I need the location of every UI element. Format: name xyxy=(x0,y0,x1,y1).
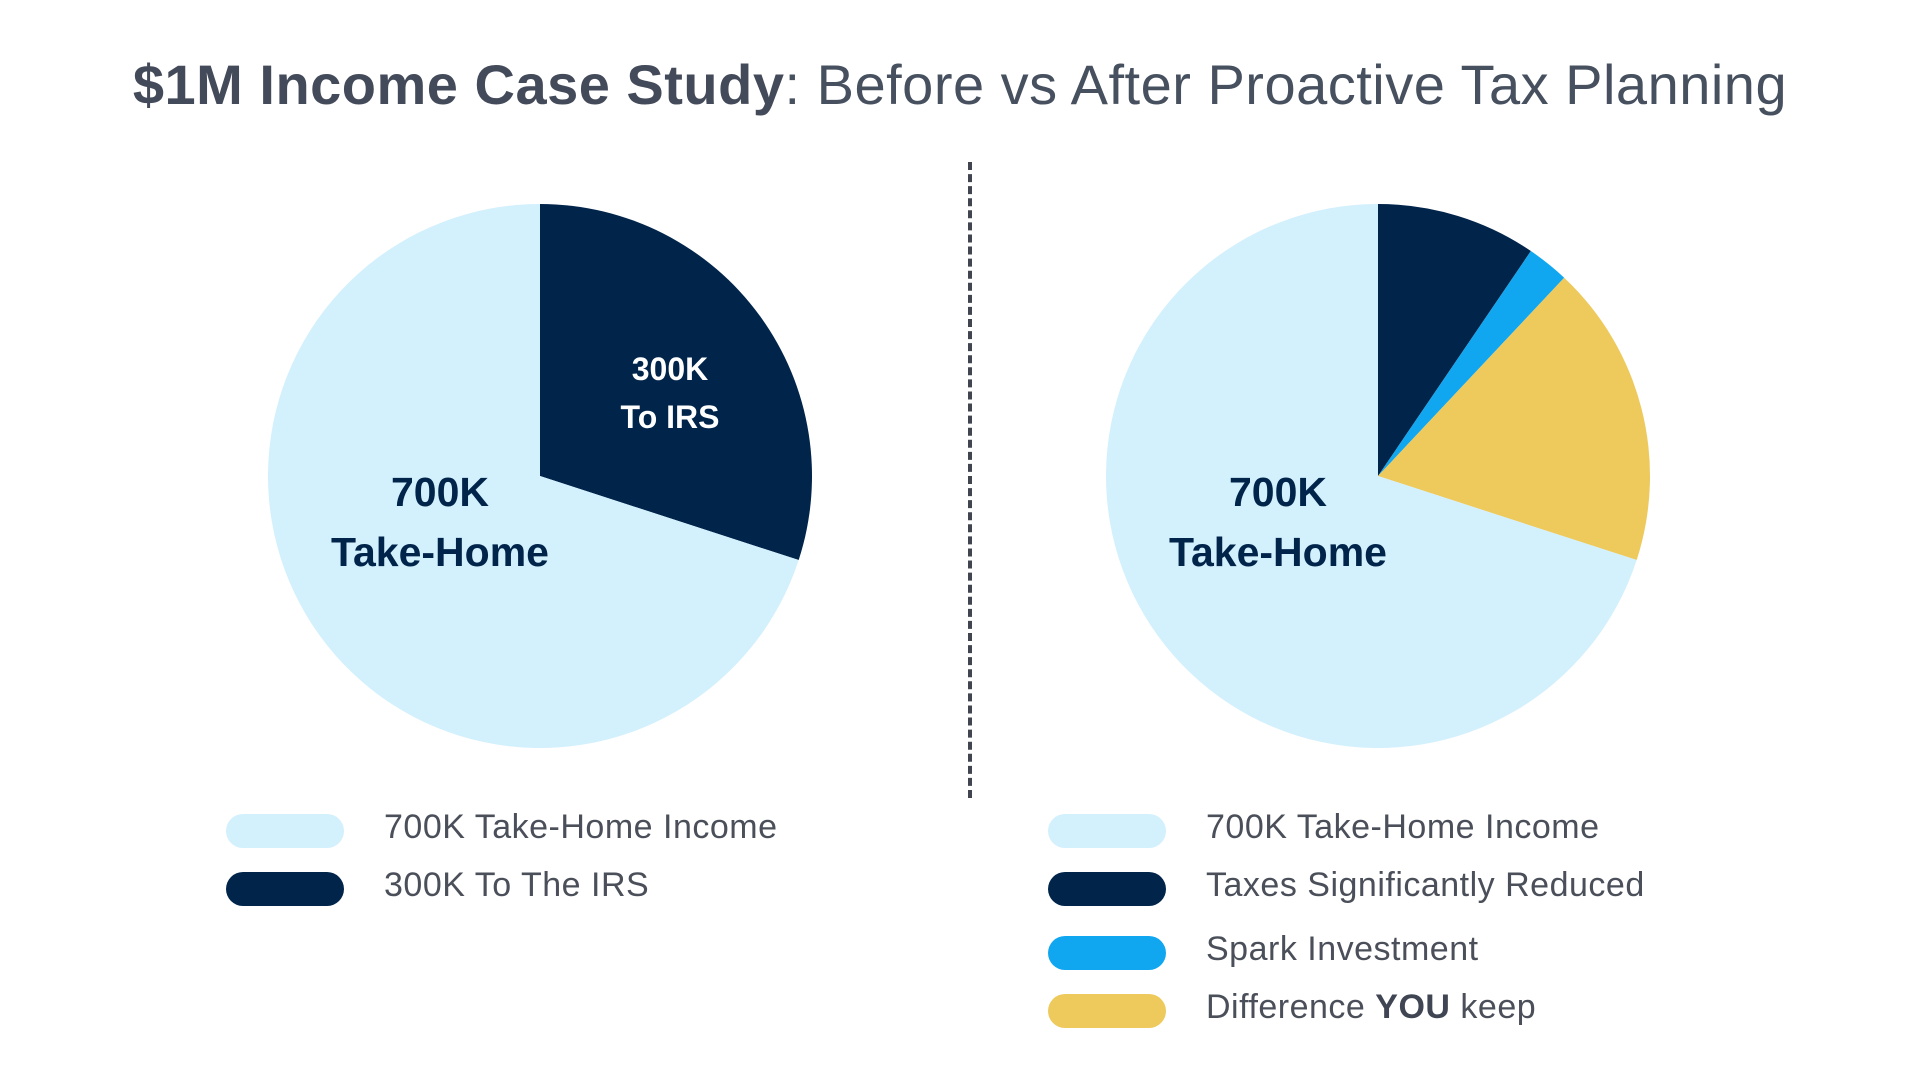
chart-title: $1M Income Case Study: Before vs After P… xyxy=(0,52,1920,117)
title-bold: $1M Income Case Study xyxy=(132,53,785,116)
legend-label-emphasis: YOU xyxy=(1375,988,1451,1026)
pie-chart-after: 700K Take-Home xyxy=(1106,204,1650,749)
pie-slice xyxy=(1378,251,1565,476)
slice-label: 700K xyxy=(391,469,489,515)
pie-slice xyxy=(268,204,799,749)
pie-slice xyxy=(1378,204,1531,476)
pie-chart-before: 300K To IRS 700K Take-Home xyxy=(268,204,812,749)
legend-label: Spark Investment xyxy=(1206,930,1479,968)
legend-swatch xyxy=(226,814,344,848)
slice-label: Take-Home xyxy=(1169,529,1387,575)
legend-label: Difference YOU keep xyxy=(1206,988,1536,1027)
legend-label-part: Difference xyxy=(1206,988,1376,1026)
legend-swatch xyxy=(226,872,344,906)
title-rest: : Before vs After Proactive Tax Planning xyxy=(784,53,1788,116)
slice-label: Take-Home xyxy=(331,529,549,575)
legend-label-part: keep xyxy=(1450,988,1537,1026)
slice-label: 700K xyxy=(1229,469,1327,515)
dashed-divider xyxy=(968,162,972,798)
slice-label: 300K xyxy=(632,351,709,387)
legend-swatch xyxy=(1048,994,1166,1028)
legend-label: 300K To The IRS xyxy=(384,866,650,904)
pie-slice xyxy=(1378,277,1650,561)
legend-label: Taxes Significantly Reduced xyxy=(1206,866,1645,904)
legend-swatch xyxy=(1048,936,1166,970)
legend-label: 700K Take-Home Income xyxy=(1206,808,1600,846)
pie-slice xyxy=(1106,204,1637,749)
slice-label: To IRS xyxy=(621,399,720,435)
legend-swatch xyxy=(1048,872,1166,906)
pie-slice xyxy=(540,204,812,561)
legend-label: 700K Take-Home Income xyxy=(384,808,778,846)
legend-swatch xyxy=(1048,814,1166,848)
